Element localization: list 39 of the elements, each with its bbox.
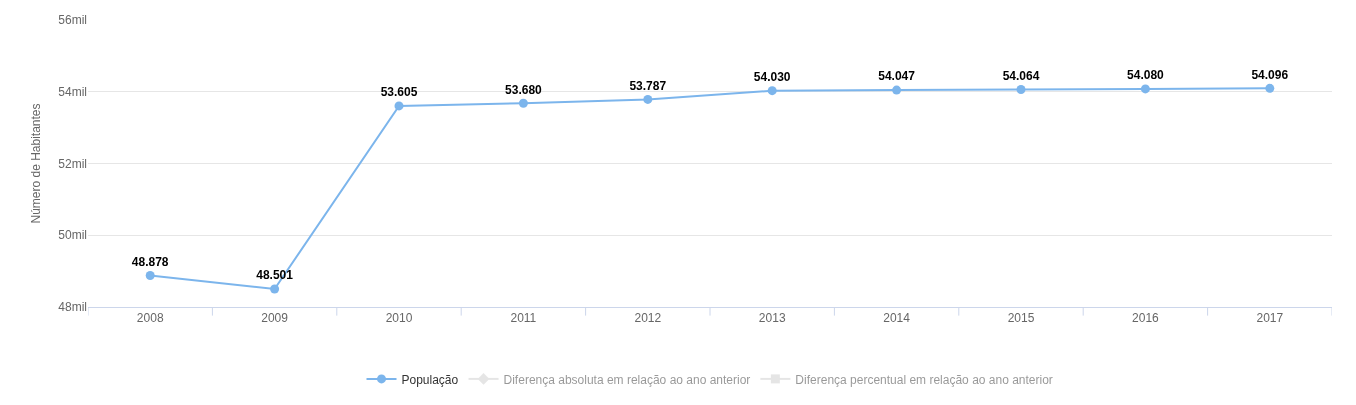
y-axis-title: Número de Habitantes <box>28 103 43 224</box>
x-tick-label: 2017 <box>1256 311 1284 326</box>
data-label: 54.064 <box>1002 68 1040 83</box>
data-label: 53.605 <box>380 85 418 100</box>
point <box>767 86 777 96</box>
point <box>1016 84 1026 94</box>
data-label: 53.787 <box>629 78 667 93</box>
data-label: 54.030 <box>753 70 791 85</box>
legend-label: Diferença absoluta em relação ao ano anterior <box>503 372 751 387</box>
y-tick-label: 56mil <box>58 13 87 28</box>
point <box>892 85 902 95</box>
point <box>145 271 155 280</box>
legend-label: População <box>401 372 459 387</box>
point <box>1265 83 1275 93</box>
y-tick-label: 50mil <box>58 228 87 243</box>
x-tick-label: 2013 <box>758 311 786 326</box>
data-label: 54.080 <box>1127 68 1165 83</box>
data-label: 48.501 <box>256 268 294 283</box>
x-tick-label: 2012 <box>634 311 662 326</box>
x-tick-label: 2011 <box>510 311 537 326</box>
x-tick-label: 2008 <box>136 311 164 326</box>
data-label: 54.047 <box>878 69 916 84</box>
x-tick-label: 2014 <box>883 311 911 326</box>
x-tick-label: 2009 <box>261 311 289 326</box>
point <box>518 98 528 108</box>
data-label: 48.878 <box>131 254 169 269</box>
point <box>1140 84 1150 94</box>
y-tick-label: 48mil <box>58 300 87 315</box>
y-tick-label: 54mil <box>58 84 87 99</box>
x-tick-label: 2016 <box>1132 311 1160 326</box>
x-tick-label: 2015 <box>1007 311 1035 326</box>
point <box>270 284 280 294</box>
point <box>394 101 404 111</box>
data-label: 54.096 <box>1251 67 1289 82</box>
x-tick-label: 2010 <box>385 311 413 326</box>
y-tick-label: 52mil <box>58 156 87 171</box>
legend-label: Diferença percentual em relação ao ano anterior <box>795 372 1053 387</box>
data-label: 53.680 <box>505 82 543 97</box>
point <box>643 94 653 104</box>
